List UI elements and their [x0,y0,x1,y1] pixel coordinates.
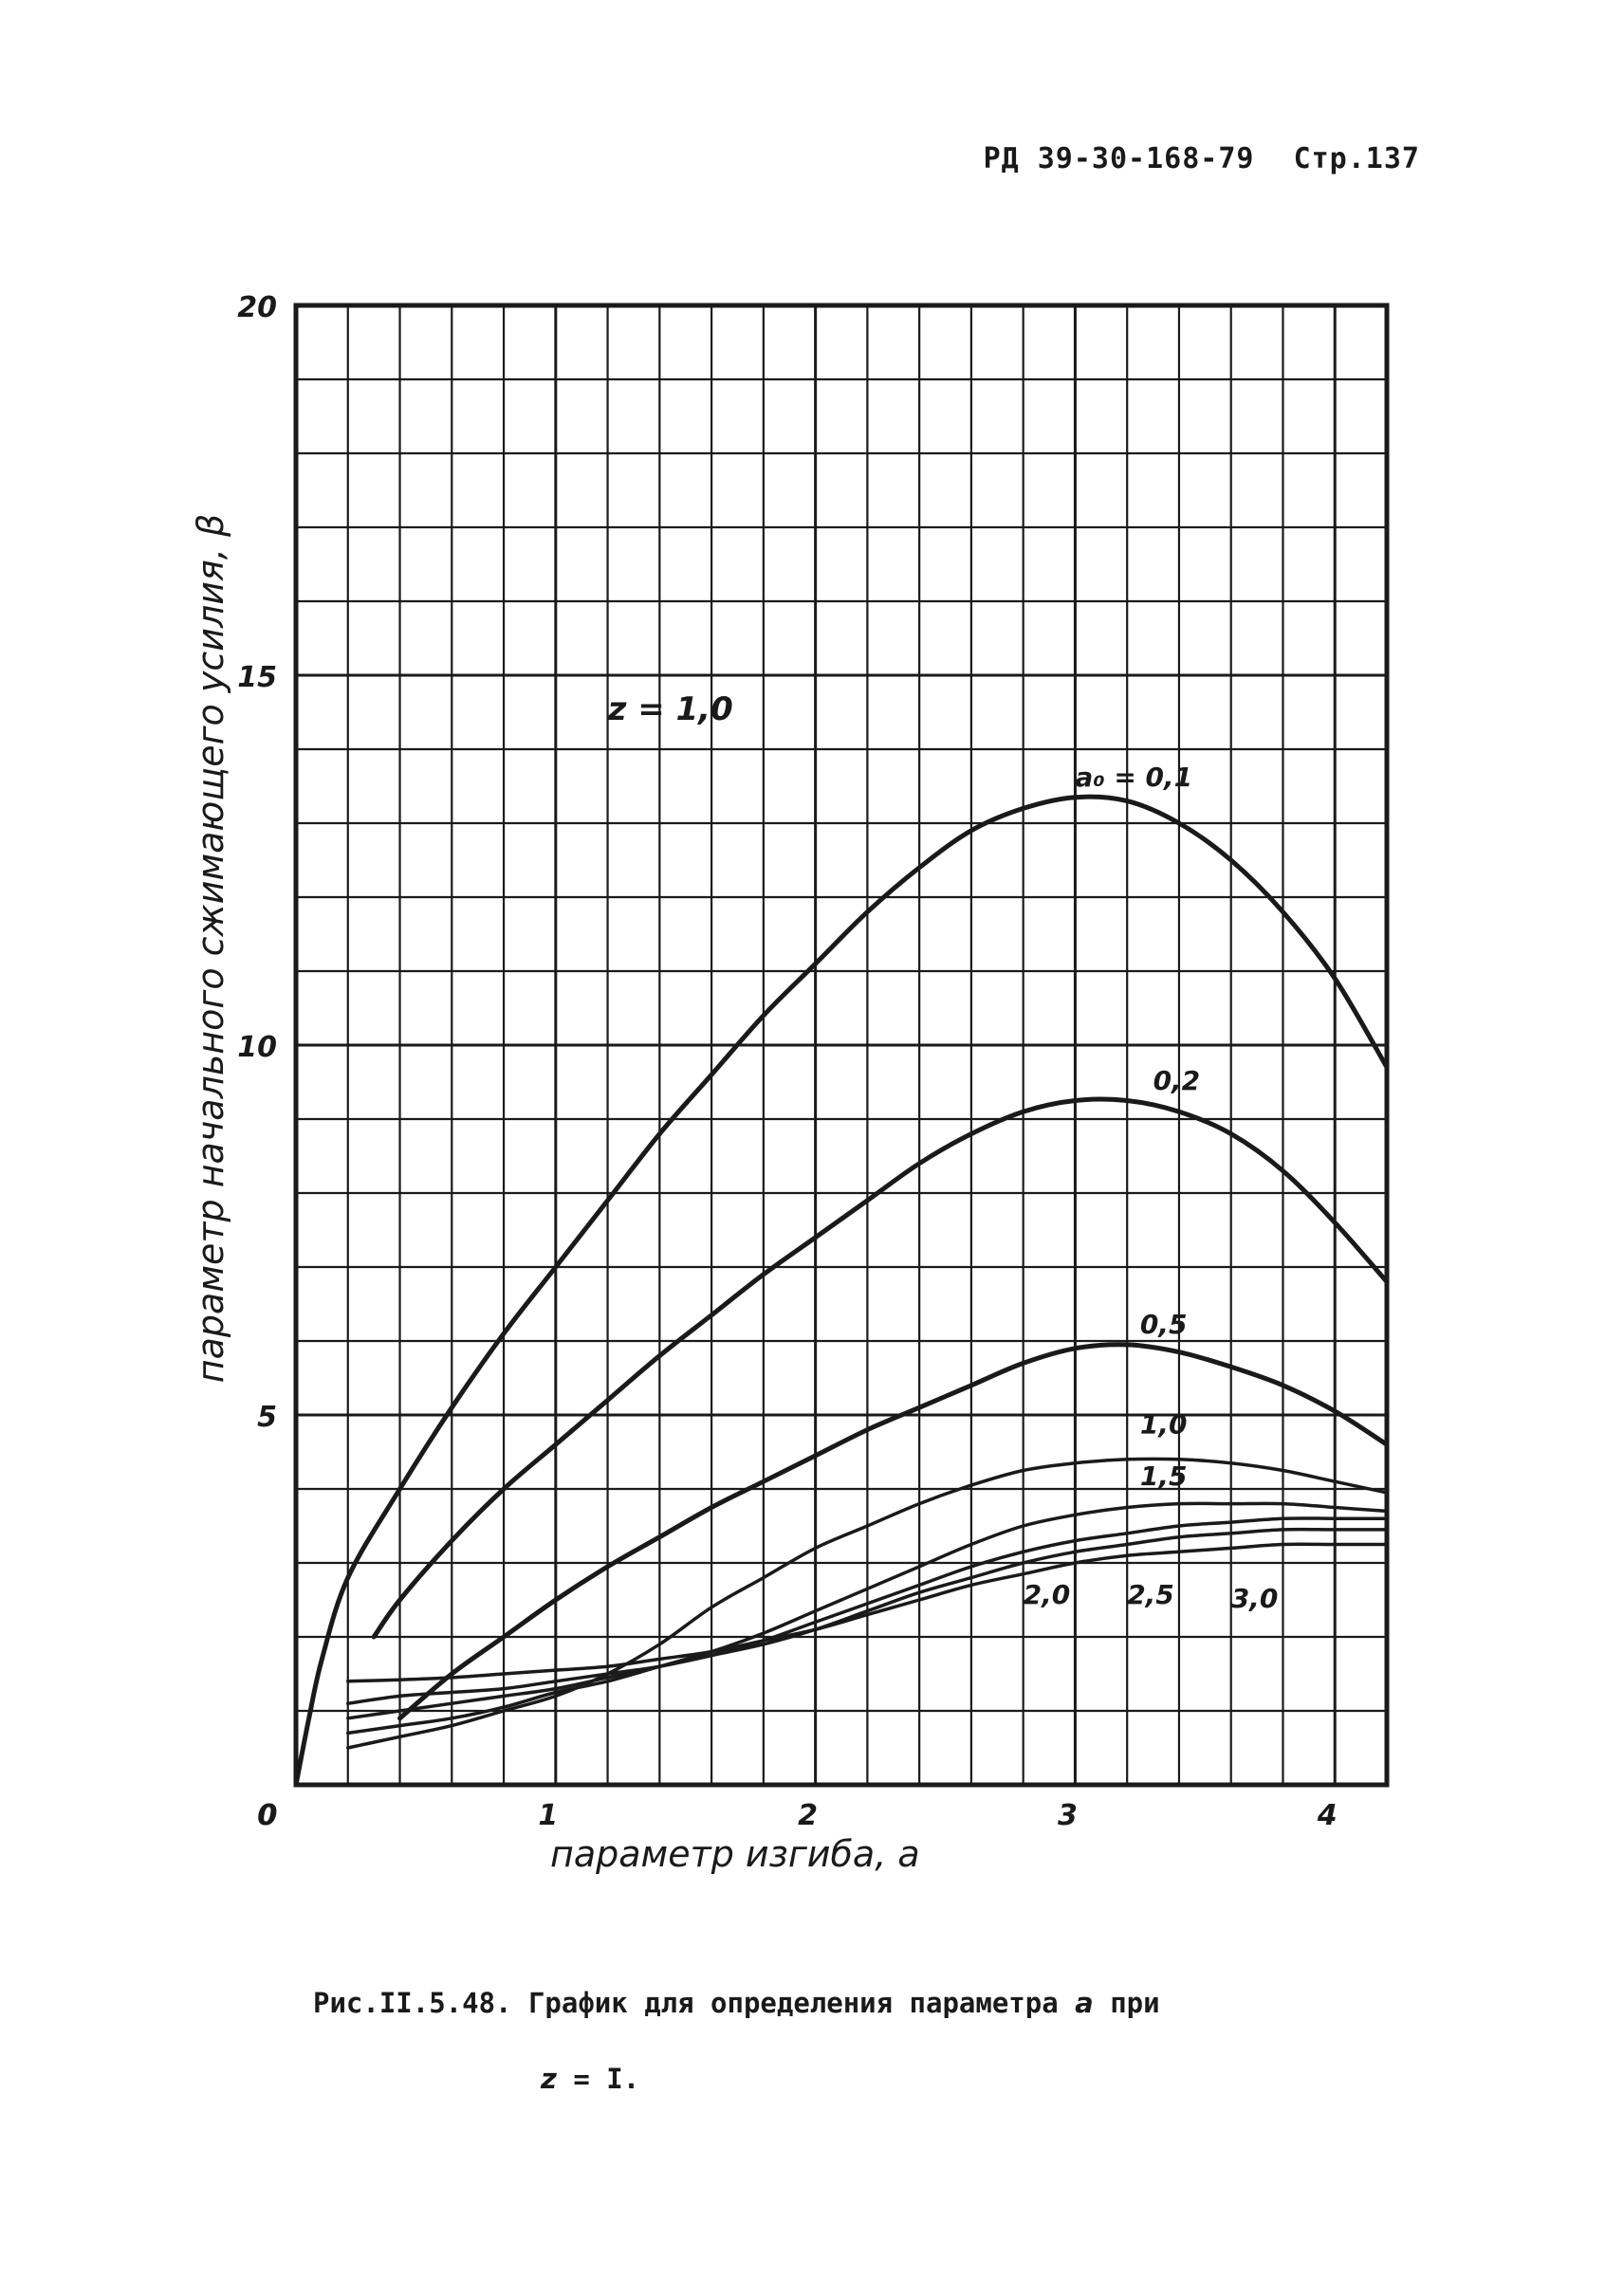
chart-curves [293,794,1390,1788]
x-tick-label: 4 [1317,1799,1338,1832]
y-axis-title: параметр начального сжимающего усилия, β [190,514,231,1383]
caption-text: Рис.II.5.48. График для определения пара… [313,1987,1059,2019]
page-number: Стр.137 [1293,142,1420,175]
curve-series [346,1516,1389,1720]
curve-label: 0,5 [1140,1309,1188,1340]
curve-series [293,794,1390,1788]
curve-labels: a₀ = 0,1 0,2 0,5 1,0 1,5 2,0 2,5 3,0 [1024,762,1279,1614]
x-tick-label: 1 [538,1799,558,1832]
curve-series [346,1457,1389,1750]
figure-caption: Рис.II.5.48. График для определения пара… [313,1987,1160,2019]
curve-label: 2,5 [1127,1579,1174,1610]
x-tick-label: 3 [1058,1799,1078,1832]
x-tick-label: 2 [798,1799,818,1832]
caption-symbol-z: z [541,2063,557,2095]
y-tick-label: 20 [237,291,277,324]
curve-series [371,1096,1390,1640]
curve-label: 3,0 [1231,1583,1279,1614]
curve-series [346,1501,1389,1736]
curve-label: 2,0 [1024,1579,1071,1610]
y-tick-label: 5 [257,1401,277,1434]
caption-line2-suffix: = I. [573,2063,640,2095]
z-annotation: z = 1,0 [607,690,733,728]
y-tick-label: 0 [257,1799,277,1832]
plot-frame [293,303,1390,1788]
caption-symbol-a: a [1075,1987,1094,2019]
chart-grid [294,303,1389,1787]
caption-suffix: при [1110,1987,1160,2019]
curve-series [346,1527,1389,1705]
curve-series [397,1342,1390,1721]
curve-label: 1,0 [1140,1409,1188,1441]
y-tick-label: 15 [237,661,277,694]
curve-series [346,1542,1389,1683]
figure-caption-line2: z = I. [541,2063,639,2095]
curve-label: a₀ = 0,1 [1075,762,1192,793]
page-header: РД 39-30-168-79 Стр.137 [963,142,1420,175]
y-tick-label: 10 [237,1031,277,1064]
x-axis-title: параметр изгиба, a [550,1833,920,1875]
x-tick-label: 0 [258,1799,278,1832]
doc-number: РД 39-30-168-79 [983,142,1255,175]
curve-label: 1,5 [1140,1460,1188,1492]
curve-label: 0,2 [1153,1065,1201,1096]
